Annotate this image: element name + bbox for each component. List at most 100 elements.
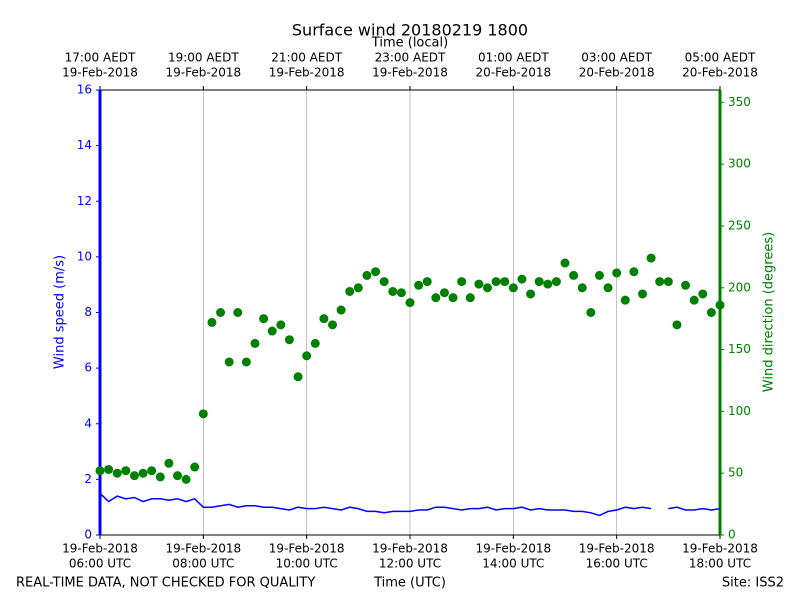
y2-tick-label: 150 [728,342,751,356]
y-tick-label: 6 [84,361,92,375]
direction-point [104,464,114,474]
y-tick-label: 14 [77,138,92,152]
direction-point [302,351,312,361]
direction-point [508,283,518,293]
direction-point [379,277,389,287]
site-label: Site: ISS2 [722,576,784,591]
direction-point [190,462,200,472]
direction-point [276,320,286,330]
direction-point [353,283,363,293]
x2-tick-label: 21:00 AEDT [271,51,342,65]
direction-point [612,268,622,278]
x2-tick-label: 19-Feb-2018 [372,66,448,80]
x-tick-label: 19-Feb-2018 [269,542,345,556]
direction-point [319,314,329,324]
direction-point [121,466,131,476]
direction-point [431,293,441,303]
direction-point [629,267,639,277]
direction-point [198,409,208,419]
direction-point [706,308,716,317]
x2-tick-label: 19-Feb-2018 [62,66,138,80]
x2-tick-label: 19-Feb-2018 [269,66,345,80]
direction-point [155,472,165,482]
direction-point [216,308,226,317]
x-tick-label: 19-Feb-2018 [682,542,758,556]
x2-tick-label: 05:00 AEDT [685,51,756,65]
direction-point [284,335,294,345]
x-tick-label: 19-Feb-2018 [165,542,241,556]
y2-tick-label: 250 [728,218,751,232]
y2-tick-label: 350 [728,95,751,109]
direction-point [457,277,467,287]
direction-point [543,279,553,289]
direction-point [405,298,415,308]
y-tick-label: 2 [84,472,92,486]
x-tick-label: 19-Feb-2018 [579,542,655,556]
direction-point [646,253,656,263]
y-axis-title: Wind speed (m/s) [53,255,68,369]
direction-point [414,280,424,290]
y2-tick-label: 100 [728,404,751,418]
x-tick-label: 19-Feb-2018 [62,542,138,556]
x2-tick-label: 20-Feb-2018 [579,66,655,80]
x2-axis-title: Time (local) [371,36,448,51]
direction-point [181,474,191,484]
direction-point [551,277,561,287]
direction-point [586,308,596,317]
direction-point [681,280,691,290]
direction-point [224,357,234,367]
direction-point [663,277,673,287]
x2-tick-label: 19-Feb-2018 [165,66,241,80]
direction-point [517,274,527,284]
direction-point [439,288,449,298]
direction-point [388,286,398,296]
direction-point [715,300,725,310]
direction-point [112,468,122,478]
chart-title: Surface wind 20180219 1800 [292,21,528,40]
direction-point [362,270,372,280]
direction-point [241,357,251,367]
direction-point [267,326,277,336]
direction-point [655,277,665,287]
y-tick-label: 10 [77,249,92,263]
direction-point [207,317,217,327]
direction-point [465,293,475,303]
y2-tick-label: 200 [728,280,751,294]
direction-point [500,277,510,287]
direction-point [448,293,458,303]
direction-point [173,471,182,481]
x-tick-label: 16:00 UTC [586,557,648,571]
direction-point [620,295,630,305]
direction-point [569,270,579,280]
x2-tick-label: 19:00 AEDT [168,51,239,65]
y2-tick-label: 0 [728,528,736,542]
x-axis-title: Time (UTC) [373,576,446,591]
x2-tick-label: 20-Feb-2018 [682,66,758,80]
direction-point [259,314,269,324]
direction-point [233,308,243,317]
direction-point [672,320,682,330]
y2-tick-label: 300 [728,157,751,171]
x2-tick-label: 20-Feb-2018 [475,66,551,80]
x2-tick-label: 01:00 AEDT [478,51,549,65]
direction-point [422,277,432,287]
direction-point [560,258,570,268]
x-tick-label: 19-Feb-2018 [372,542,448,556]
direction-point [147,466,157,476]
direction-point [371,267,381,277]
x-tick-label: 12:00 UTC [379,557,441,571]
y-tick-label: 4 [84,416,92,430]
direction-point [310,338,320,348]
x2-tick-label: 03:00 AEDT [581,51,652,65]
y-tick-label: 8 [84,305,92,319]
x2-tick-label: 23:00 AEDT [375,51,446,65]
direction-point [95,466,105,476]
y2-axis-title: Wind direction (degrees) [762,232,777,392]
direction-point [603,283,613,293]
x-tick-label: 19-Feb-2018 [475,542,551,556]
x2-tick-label: 17:00 AEDT [65,51,136,65]
direction-point [483,283,492,293]
direction-point [336,305,346,315]
y-tick-label: 12 [77,194,92,208]
